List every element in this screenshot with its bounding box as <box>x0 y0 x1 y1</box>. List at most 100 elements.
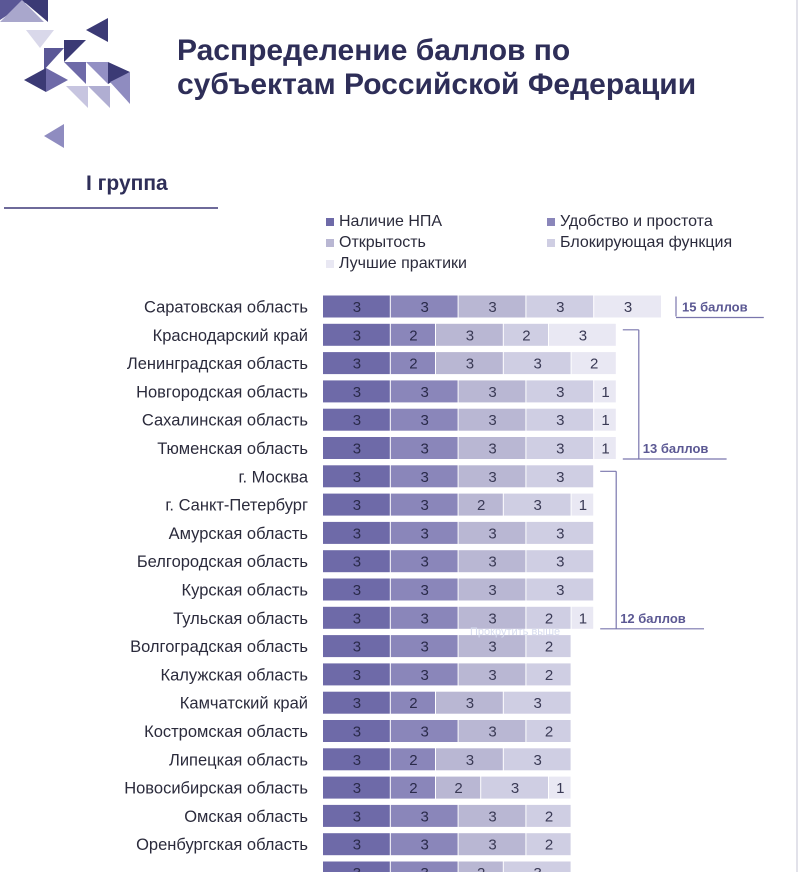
bar-row-13-value-label-2: 3 <box>421 639 429 656</box>
bar-row-15-segment-2 <box>390 691 435 714</box>
bar-row-18-segment-5 <box>549 776 571 799</box>
bar-row-5-segment-5 <box>594 408 616 431</box>
bar-row-10-value-label-2: 3 <box>421 554 429 571</box>
bar-row-3-segment-4 <box>503 352 571 375</box>
bar-row-9-segment-4 <box>526 521 594 544</box>
logo-triangles-icon <box>0 0 130 148</box>
bar-row-7-segment-4 <box>526 465 594 488</box>
category-label: Новгородская область <box>136 383 308 401</box>
bar-row-18-value-label-1: 3 <box>353 780 361 797</box>
bar-row-13-segment-2 <box>390 635 458 658</box>
bar-row-partial-value-label-4: 3 <box>534 865 542 872</box>
legend-swatch-blocking <box>547 239 555 247</box>
bar-row-19-value-label-2: 3 <box>421 808 429 825</box>
bar-row-10-value-label-4: 3 <box>556 554 564 571</box>
bar-row-partial-value-label-1: 3 <box>353 865 361 872</box>
legend-item-npa: Наличие НПА <box>326 213 442 231</box>
bracket-2-label: 13 баллов <box>643 441 709 456</box>
bar-row-17-value-label-1: 3 <box>353 752 361 769</box>
bar-row-12-segment-1 <box>323 606 390 629</box>
bar-row-5-value-label-5: 1 <box>601 412 609 429</box>
page-edge <box>796 0 798 872</box>
bar-row-16-value-label-3: 3 <box>488 724 496 741</box>
legend-swatch-npa <box>326 218 334 226</box>
bar-row-12-value-label-2: 3 <box>421 610 429 627</box>
bar-row-1-value-label-3: 3 <box>488 299 496 316</box>
bar-row-6-value-label-5: 1 <box>601 441 609 458</box>
bar-row-4-segment-1 <box>323 380 390 403</box>
bar-row-2-value-label-1: 3 <box>353 327 361 344</box>
bar-row-18-segment-1 <box>323 776 390 799</box>
bar-row-2-segment-4 <box>503 323 548 346</box>
bar-row-16-value-label-2: 3 <box>421 724 429 741</box>
category-label: Новосибирская область <box>124 780 308 798</box>
legend-swatch-best-practices <box>326 260 334 268</box>
bar-row-8-segment-2 <box>390 493 458 516</box>
bar-row-14-value-label-1: 3 <box>353 667 361 684</box>
bar-row-15-segment-3 <box>436 691 503 714</box>
bar-row-19-segment-4 <box>526 804 571 827</box>
bar-row-12-value-label-5: 1 <box>579 610 587 627</box>
bar-row-5-segment-2 <box>390 408 458 431</box>
bar-row-14-segment-4 <box>526 663 571 686</box>
bar-row-3-segment-2 <box>390 352 435 375</box>
legend-swatch-convenience <box>547 218 555 226</box>
bar-row-4-segment-4 <box>526 380 594 403</box>
bar-row-14-value-label-4: 2 <box>545 667 553 684</box>
bar-row-2-value-label-3: 3 <box>466 327 474 344</box>
bar-row-partial-value-label-3: 2 <box>477 865 485 872</box>
bar-row-partial-segment-3 <box>458 861 503 872</box>
bar-row-20-value-label-4: 2 <box>545 837 553 854</box>
category-label: г. Москва <box>238 468 308 486</box>
bar-row-17-value-label-4: 3 <box>534 752 542 769</box>
bar-row-1-segment-1 <box>323 295 390 318</box>
bar-row-18-value-label-4: 3 <box>511 780 519 797</box>
page-title-line-1: Распределение баллов по <box>177 34 571 67</box>
bar-row-11-segment-1 <box>323 578 390 601</box>
category-label: Тюменская область <box>157 440 308 458</box>
category-label: Камчатский край <box>180 695 308 713</box>
bar-row-16-segment-2 <box>390 720 458 742</box>
bar-row-4-segment-3 <box>458 380 526 403</box>
bar-row-1-segment-2 <box>390 295 458 318</box>
bar-row-6-segment-1 <box>323 437 390 459</box>
bar-row-18-value-label-5: 1 <box>556 780 564 797</box>
bar-row-11-value-label-2: 3 <box>421 582 429 599</box>
bar-row-8-segment-5 <box>571 493 594 516</box>
bar-row-7-value-label-4: 3 <box>556 469 564 486</box>
bar-row-3-value-label-4: 3 <box>534 356 542 373</box>
scroll-hint-watermark: Прокрутить выше <box>470 626 561 638</box>
bar-row-10-value-label-3: 3 <box>488 554 496 571</box>
bar-row-20-value-label-3: 3 <box>488 837 496 854</box>
bar-row-7-value-label-1: 3 <box>353 469 361 486</box>
bar-row-12-value-label-3: 3 <box>488 610 496 627</box>
bar-row-7-value-label-3: 3 <box>488 469 496 486</box>
category-label: Краснодарский край <box>153 327 308 345</box>
legend-label-best-practices: Лучшие практики <box>339 255 467 272</box>
bar-row-15-value-label-4: 3 <box>534 695 542 712</box>
category-label: Омская область <box>184 808 308 826</box>
bar-row-14-value-label-3: 3 <box>488 667 496 684</box>
bar-row-7-segment-2 <box>390 465 458 488</box>
bar-row-9-value-label-1: 3 <box>353 525 361 542</box>
bar-row-5-segment-1 <box>323 408 390 431</box>
bar-row-17-segment-1 <box>323 748 390 771</box>
bar-row-13-segment-4 <box>526 635 571 658</box>
bar-row-8-value-label-1: 3 <box>353 497 361 514</box>
bar-row-2-segment-2 <box>390 323 435 346</box>
bar-row-6-value-label-3: 3 <box>488 441 496 458</box>
bar-row-9-value-label-4: 3 <box>556 525 564 542</box>
bar-row-12-value-label-4: 2 <box>545 610 553 627</box>
legend-label-openness: Открытость <box>339 234 426 251</box>
bar-row-20-segment-4 <box>526 833 571 856</box>
bar-row-13-value-label-1: 3 <box>353 639 361 656</box>
bar-row-8-segment-1 <box>323 493 390 516</box>
legend-item-convenience: Удобство и простота <box>547 213 713 231</box>
bar-row-13-segment-1 <box>323 635 390 658</box>
bar-row-13-segment-3 <box>458 635 526 658</box>
bar-row-11-segment-3 <box>458 578 526 601</box>
bar-row-19-value-label-1: 3 <box>353 808 361 825</box>
bar-row-1-value-label-5: 3 <box>624 299 632 316</box>
bar-row-6-value-label-2: 3 <box>421 441 429 458</box>
bar-row-3-value-label-5: 2 <box>590 356 598 373</box>
